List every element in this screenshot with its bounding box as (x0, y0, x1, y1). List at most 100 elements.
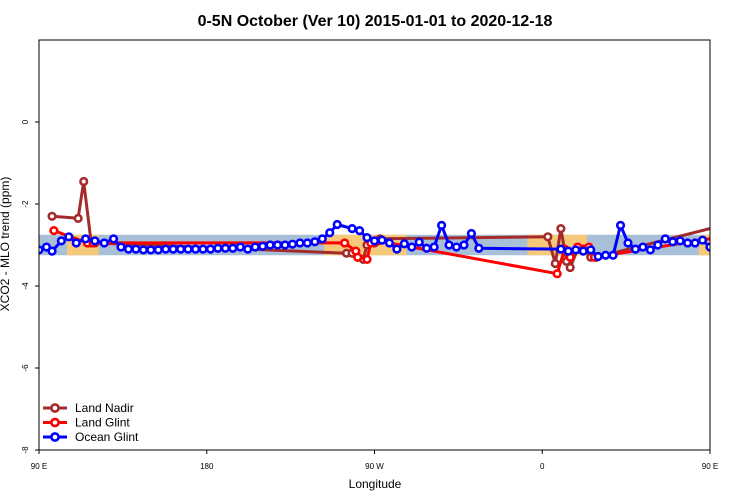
data-point (353, 252, 363, 262)
legend-label: Land Glint (75, 416, 130, 430)
x-tick-label: 0 (540, 462, 545, 471)
data-point (459, 240, 469, 250)
data-point (683, 238, 693, 248)
y-tick-label: -6 (21, 364, 30, 372)
data-point (280, 240, 290, 250)
data-point (474, 243, 484, 253)
data-point (369, 236, 380, 246)
data-point (272, 240, 283, 250)
series-layer (39, 176, 750, 279)
data-point (213, 243, 223, 253)
data-point (176, 244, 186, 254)
legend-swatch-marker (50, 432, 60, 442)
data-point (623, 238, 633, 248)
data-point (705, 242, 710, 252)
data-point (243, 244, 253, 254)
data-point (744, 247, 750, 254)
data-point (675, 236, 685, 246)
data-point (556, 244, 566, 254)
data-point (161, 244, 171, 254)
data-point (302, 238, 313, 248)
data-point (340, 238, 350, 248)
y-axis-label: XCO2 - MLO trend (ppm) (0, 177, 12, 312)
data-point (660, 234, 670, 244)
data-point (146, 245, 156, 255)
data-point (615, 220, 626, 230)
x-tick-label: 90 E (31, 462, 47, 471)
data-point (429, 242, 439, 252)
data-point (578, 246, 588, 256)
data-point (729, 247, 736, 254)
chart-title: 0-5N October (Ver 10) 2015-01-01 to 2020… (198, 13, 553, 30)
data-point (543, 232, 553, 242)
data-point (41, 242, 52, 252)
x-axis-label: Longitude (349, 477, 402, 491)
data-point (205, 244, 216, 254)
data-point (49, 226, 59, 236)
y-tick-label: -8 (21, 446, 30, 454)
data-point (317, 234, 327, 244)
data-point (79, 176, 89, 187)
data-point (586, 245, 596, 255)
data-point (310, 237, 320, 247)
legend-item: Ocean Glint (43, 430, 139, 444)
data-point (80, 234, 91, 244)
data-point (630, 244, 641, 254)
data-point (384, 238, 395, 248)
data-point (601, 250, 611, 260)
data-point (653, 240, 663, 250)
data-point (362, 233, 372, 243)
y-tick-label: -2 (21, 200, 30, 208)
data-point (325, 228, 335, 238)
data-point (265, 240, 275, 250)
y-tick-label: -4 (21, 282, 30, 290)
data-point (556, 224, 566, 234)
series-ocean-glint (39, 219, 750, 262)
data-point (258, 241, 268, 251)
data-point (593, 251, 603, 262)
x-axis: 90 E 180 90 W 0 90 E (31, 450, 718, 471)
data-point (451, 242, 462, 252)
data-point (56, 236, 66, 246)
legend-swatch-marker (50, 403, 60, 413)
data-point (198, 244, 208, 254)
data-point (444, 240, 454, 250)
data-point (47, 246, 57, 256)
data-point (714, 245, 721, 252)
data-point (437, 220, 447, 230)
data-point (645, 245, 655, 255)
data-point (235, 242, 245, 252)
data-point (377, 235, 387, 245)
data-point (392, 244, 402, 254)
highlight-band-3 (698, 234, 710, 256)
legend-label: Ocean Glint (75, 430, 139, 444)
data-point (99, 238, 109, 248)
data-point (123, 244, 134, 254)
y-tick-label: 0 (21, 119, 30, 124)
data-point (737, 247, 744, 254)
data-point (138, 245, 148, 255)
data-point (552, 269, 562, 279)
data-point (71, 238, 81, 248)
data-point (422, 243, 432, 253)
data-point (354, 226, 365, 236)
data-point (466, 228, 477, 239)
data-point (362, 254, 372, 264)
data-point (116, 242, 126, 252)
data-point (183, 244, 193, 254)
data-point (332, 219, 342, 230)
data-point (287, 239, 298, 249)
data-point (565, 262, 575, 273)
y-axis: 0 -2 -4 -6 -8 (21, 119, 39, 454)
highlight-band-4 (738, 235, 750, 256)
data-point (64, 232, 74, 242)
data-point (690, 238, 700, 248)
data-point (190, 244, 201, 254)
data-point (153, 245, 163, 255)
x-tick-label: 90 W (365, 462, 384, 471)
legend-item: Land Nadir (43, 401, 134, 415)
data-point (668, 237, 678, 247)
series-land-nadir (47, 176, 710, 273)
x-tick-label: 180 (200, 462, 214, 471)
x-tick-label: 90 E (702, 462, 718, 471)
